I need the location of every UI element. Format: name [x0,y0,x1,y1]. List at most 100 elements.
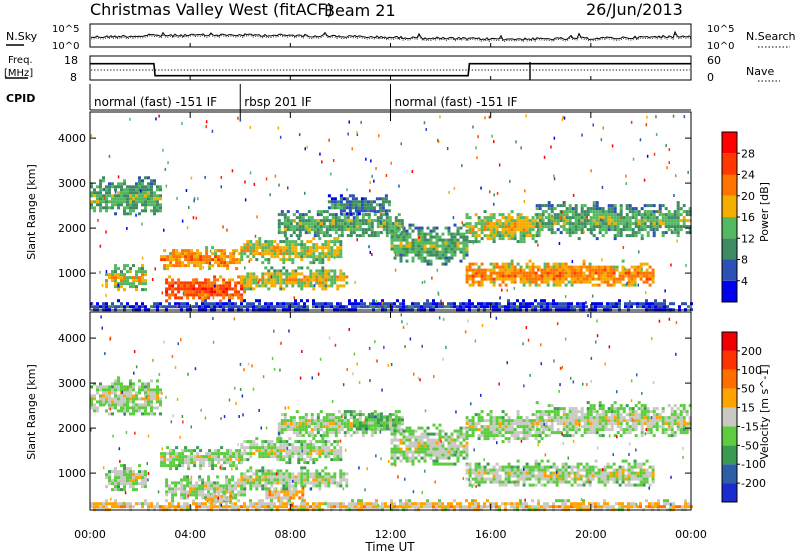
data-cell [337,425,341,429]
data-cell [501,265,505,269]
data-cell [447,244,451,248]
data-cell [277,219,281,223]
data-cell [117,273,120,277]
data-cell [315,472,319,476]
data-cell [285,281,289,285]
data-cell [166,258,170,262]
data-cell [246,240,250,244]
data-cell [534,271,538,275]
data-cell [501,483,505,487]
data-cell [174,305,177,309]
data-cell [126,479,129,483]
data-cell [144,482,147,486]
data-cell [498,265,502,269]
data-cell [225,487,229,491]
data-cell [288,478,292,482]
data-cell [387,209,391,213]
scatter-cell [220,185,222,189]
data-cell [471,277,475,281]
data-cell [480,268,484,272]
data-cell [541,222,545,226]
data-cell [349,219,353,223]
data-cell [567,305,570,309]
data-cell [180,481,184,485]
data-cell [283,493,287,497]
data-cell [651,305,654,309]
data-cell [243,287,247,291]
data-cell [396,447,400,451]
data-cell [394,219,398,223]
data-cell [528,225,532,229]
data-cell [355,418,359,422]
data-cell [327,475,331,479]
data-cell [363,302,366,306]
data-cell [141,476,144,480]
data-cell [178,464,182,468]
data-cell [222,302,225,306]
data-cell [246,255,250,259]
data-cell [111,200,114,204]
data-cell [597,302,600,306]
data-cell [522,222,526,226]
data-cell [306,469,310,473]
data-cell [180,284,184,288]
data-cell [504,474,508,478]
data-cell [367,219,371,223]
data-cell [396,244,400,248]
data-cell [300,240,304,244]
data-cell [201,305,204,309]
data-cell [192,487,196,491]
data-cell [150,197,153,201]
data-cell [324,246,328,250]
data-cell [126,270,129,274]
data-cell [261,475,265,479]
data-cell [321,281,325,285]
data-cell [615,280,619,284]
data-cell [354,197,358,201]
data-cell [114,394,117,398]
data-cell [355,216,359,220]
data-cell [108,403,111,407]
data-cell [120,409,123,413]
data-cell [280,210,284,214]
data-cell [324,472,328,476]
data-cell [423,302,426,306]
data-cell [300,246,304,250]
data-cell [166,446,170,450]
data-cell [190,255,194,259]
data-cell [507,237,511,241]
data-cell [90,206,93,210]
data-cell [655,210,659,214]
data-cell [604,219,608,223]
data-cell [355,413,359,417]
data-cell [135,197,138,201]
data-cell [186,484,190,488]
data-cell [586,207,590,211]
data-cell [186,496,190,500]
data-cell [465,471,469,475]
data-cell [183,287,187,291]
data-cell [175,255,179,259]
data-cell [144,203,147,207]
data-cell [652,222,656,226]
data-cell [126,467,129,471]
data-cell [465,456,469,460]
data-cell [615,265,619,269]
data-cell [522,271,526,275]
scatter-cell [101,283,104,287]
data-cell [279,469,283,473]
data-cell [315,246,319,250]
data-cell [330,249,334,253]
data-cell [144,397,147,401]
scatter-cell [186,226,189,230]
data-cell [264,472,268,476]
data-cell [598,222,602,226]
data-cell [471,234,475,238]
data-cell [105,302,108,306]
data-cell [507,302,510,306]
data-cell [330,458,334,462]
data-cell [417,256,421,260]
data-cell [309,261,313,265]
data-cell [327,478,331,482]
